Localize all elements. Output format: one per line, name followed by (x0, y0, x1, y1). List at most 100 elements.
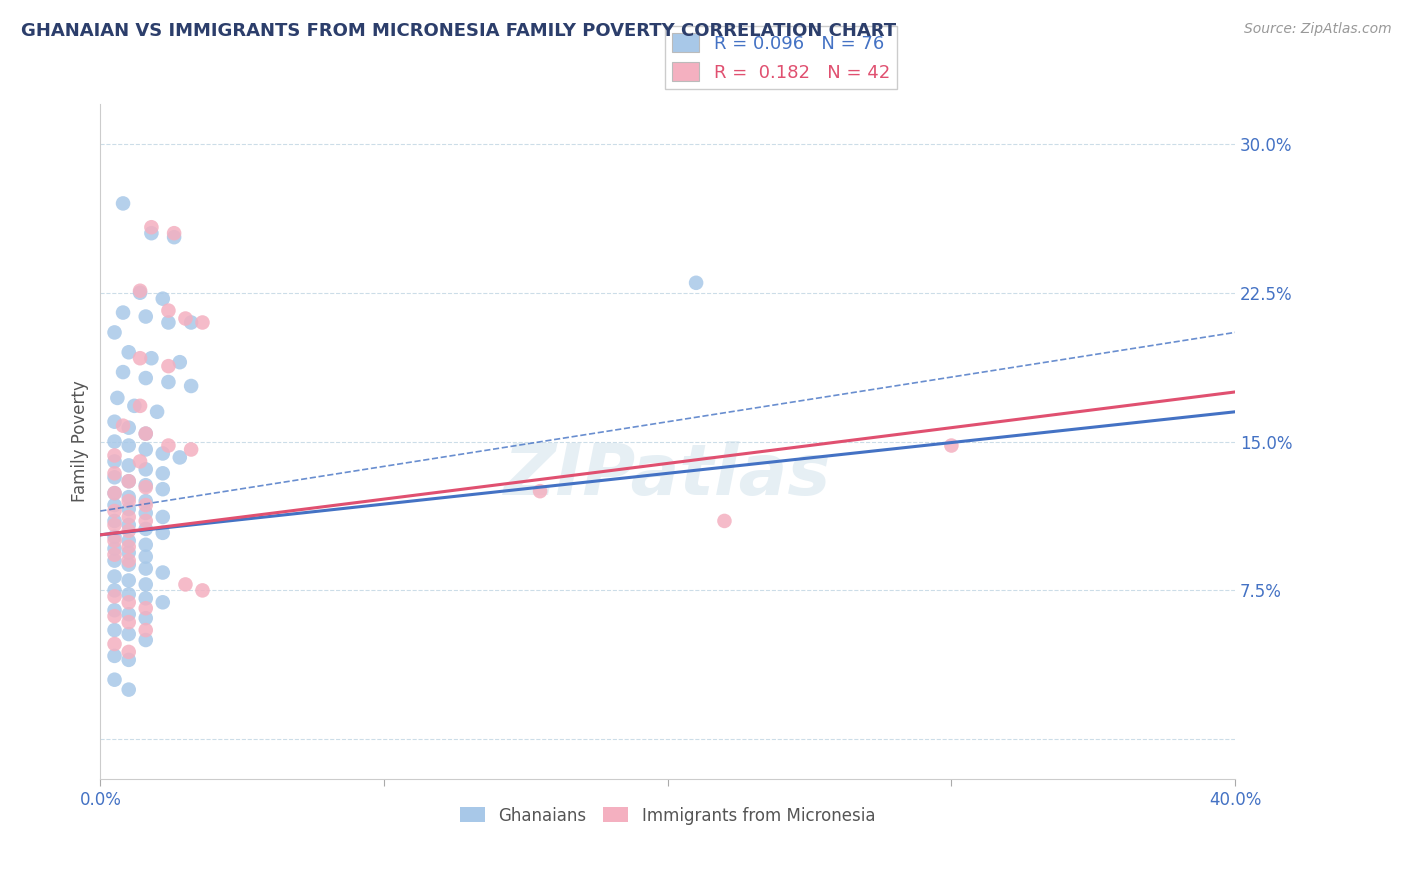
Point (118, 546, 141, 560)
Point (118, 682, 141, 697)
Point (112, 196, 135, 211)
Point (103, 637, 125, 651)
Point (191, 316, 214, 330)
Legend: Ghanaians, Immigrants from Micronesia: Ghanaians, Immigrants from Micronesia (454, 800, 882, 831)
Point (118, 533, 141, 548)
Point (135, 494, 157, 508)
Point (129, 284, 152, 298)
Point (124, 399, 146, 413)
Point (103, 623, 125, 637)
Point (118, 345, 141, 359)
Point (103, 583, 125, 598)
Point (157, 375, 180, 389)
Point (713, 514, 735, 528)
Point (103, 514, 125, 528)
Point (118, 540, 141, 554)
Point (118, 438, 141, 452)
Point (135, 462, 157, 476)
Point (118, 554, 141, 568)
Point (112, 365, 135, 379)
Point (129, 351, 152, 366)
Text: GHANAIAN VS IMMIGRANTS FROM MICRONESIA FAMILY POVERTY CORRELATION CHART: GHANAIAN VS IMMIGRANTS FROM MICRONESIA F… (21, 22, 896, 40)
Point (118, 458, 141, 473)
Point (135, 310, 157, 324)
Point (118, 475, 141, 489)
Point (157, 303, 180, 318)
Point (152, 566, 174, 580)
Point (152, 292, 174, 306)
Point (103, 504, 125, 518)
Point (103, 454, 125, 468)
Point (169, 355, 191, 369)
Point (529, 484, 551, 499)
Point (103, 470, 125, 484)
Point (103, 590, 125, 604)
Point (118, 595, 141, 609)
Point (685, 276, 707, 290)
Point (112, 418, 135, 433)
Point (135, 514, 157, 528)
Point (118, 607, 141, 622)
Point (169, 450, 191, 465)
Point (135, 506, 157, 520)
Point (135, 426, 157, 441)
Text: ZIPatlas: ZIPatlas (503, 441, 831, 510)
Point (103, 326, 125, 340)
Point (157, 316, 180, 330)
Y-axis label: Family Poverty: Family Poverty (72, 381, 89, 502)
Point (118, 490, 141, 504)
Point (135, 561, 157, 575)
Point (118, 587, 141, 601)
Point (118, 420, 141, 434)
Point (180, 442, 202, 457)
Point (135, 577, 157, 591)
Point (135, 632, 157, 647)
Point (135, 480, 157, 494)
Point (103, 486, 125, 500)
Point (129, 454, 152, 468)
Point (152, 482, 174, 496)
Point (146, 405, 169, 419)
Point (105, 391, 128, 405)
Point (118, 653, 141, 667)
Point (112, 305, 135, 319)
Point (941, 438, 963, 452)
Point (103, 548, 125, 562)
Point (135, 538, 157, 552)
Point (135, 522, 157, 536)
Point (135, 623, 157, 637)
Point (141, 220, 163, 235)
Point (135, 371, 157, 385)
Point (103, 648, 125, 663)
Point (118, 475, 141, 489)
Text: Source: ZipAtlas.com: Source: ZipAtlas.com (1244, 22, 1392, 37)
Point (103, 673, 125, 687)
Point (118, 574, 141, 588)
Point (174, 577, 197, 591)
Point (118, 645, 141, 659)
Point (103, 467, 125, 481)
Point (180, 379, 202, 393)
Point (157, 438, 180, 452)
Point (135, 478, 157, 492)
Point (103, 517, 125, 532)
Point (152, 446, 174, 460)
Point (135, 498, 157, 512)
Point (141, 351, 163, 366)
Point (118, 510, 141, 524)
Point (135, 442, 157, 457)
Point (118, 502, 141, 516)
Point (103, 530, 125, 544)
Point (103, 569, 125, 583)
Point (118, 517, 141, 532)
Point (103, 415, 125, 429)
Point (163, 230, 186, 244)
Point (191, 583, 214, 598)
Point (103, 449, 125, 463)
Point (103, 434, 125, 449)
Point (152, 467, 174, 481)
Point (103, 498, 125, 512)
Point (103, 609, 125, 624)
Point (157, 359, 180, 373)
Point (135, 549, 157, 564)
